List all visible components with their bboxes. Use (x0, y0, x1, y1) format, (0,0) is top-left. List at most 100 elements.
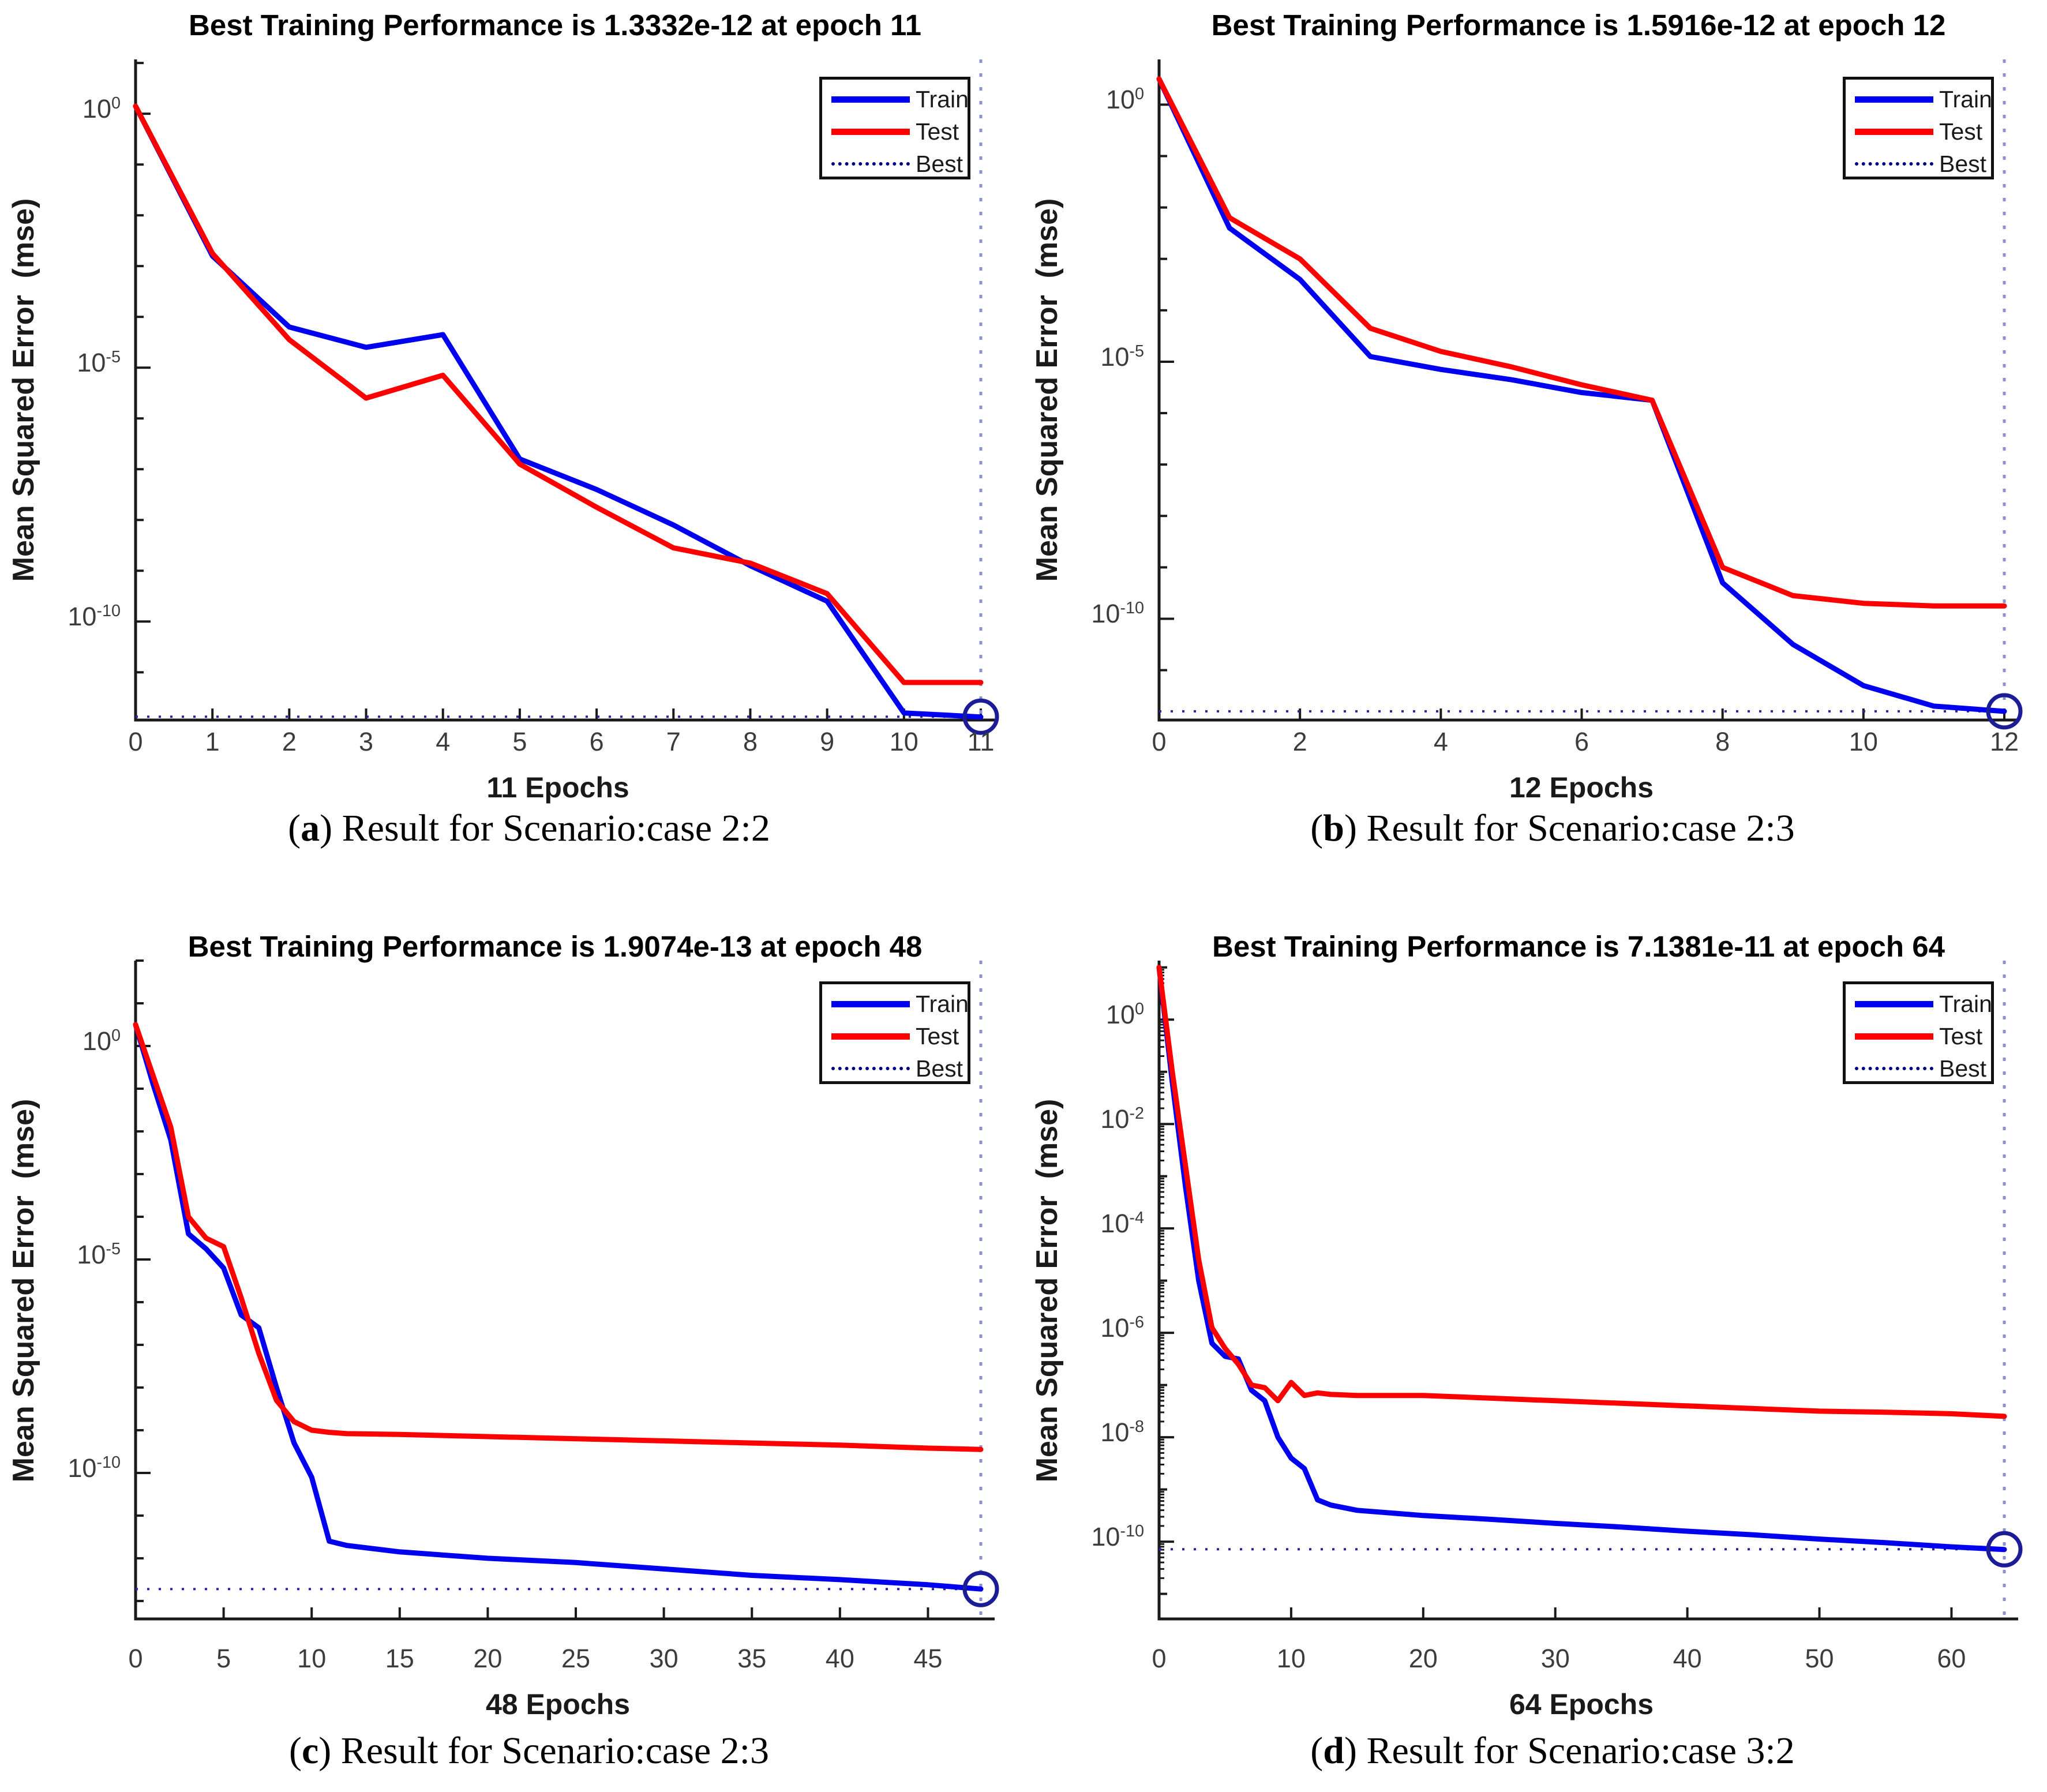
y-tick-label: 10-10 (1091, 599, 1144, 629)
legend-item-test: Test (1855, 118, 1988, 145)
x-tick-label: 3 (359, 727, 374, 756)
legend-label: Best (1939, 1055, 1987, 1082)
legend-label: Test (1939, 118, 1983, 145)
x-tick-label: 10 (1276, 1644, 1306, 1673)
test-curve (133, 103, 984, 685)
y-tick-label: 10-2 (1100, 1104, 1144, 1134)
legend-label: Best (916, 150, 963, 177)
plot-title: Best Training Performance is 1.5916e-12 … (1211, 9, 1946, 42)
legend-box: Train Test Best (1843, 77, 1994, 179)
plot-canvas (133, 959, 999, 1621)
best-point-marker-circle (1986, 1531, 2023, 1568)
legend-item-best: Best (831, 151, 964, 177)
train-line-swatch (831, 96, 910, 103)
legend-item-train: Train (831, 86, 969, 113)
legend-label: Test (916, 118, 959, 145)
train-curve (133, 1022, 984, 1592)
figure-caption: (c) Result for Scenario:case 2:3 (288, 1730, 770, 1772)
x-tick-label: 12 (1989, 727, 2019, 756)
legend-label: Train (916, 990, 969, 1017)
x-axis-label: 64 Epochs (1509, 1688, 1654, 1720)
x-tick-label: 0 (128, 727, 143, 756)
x-tick-label: 1 (205, 727, 220, 756)
best-point-marker-circle (962, 1570, 999, 1607)
x-tick-label: 45 (913, 1644, 943, 1673)
test-line-swatch (831, 128, 910, 135)
test-line-swatch (1855, 128, 1933, 135)
panel-c-training-performance: Best Training Performance is 1.9074e-13 … (0, 896, 1023, 1792)
panel-a-training-performance: Best Training Performance is 1.3332e-12 … (0, 0, 1023, 896)
x-tick-label: 40 (825, 1644, 854, 1673)
train-curve (133, 103, 984, 720)
legend-label: Best (916, 1055, 963, 1082)
test-curve (1156, 965, 2007, 1419)
test-line-swatch (1855, 1033, 1933, 1040)
legend-item-test: Test (1855, 1022, 1988, 1049)
legend-item-train: Train (831, 991, 969, 1017)
x-tick-label: 25 (561, 1644, 591, 1673)
x-tick-label: 0 (128, 1644, 143, 1673)
legend-item-best: Best (1855, 151, 1988, 177)
figure-caption: (b) Result for Scenario:case 2:3 (1310, 807, 1795, 849)
plot-canvas (133, 59, 999, 735)
x-tick-label: 2 (282, 727, 297, 756)
y-tick-label: 10-10 (68, 602, 121, 632)
legend-label: Train (1939, 85, 1992, 113)
x-tick-label: 7 (666, 727, 681, 756)
x-tick-label: 20 (1408, 1644, 1438, 1673)
test-curve (133, 1022, 984, 1452)
legend-item-test: Test (831, 118, 964, 145)
x-tick-label: 5 (216, 1644, 231, 1673)
x-tick-label: 40 (1673, 1644, 1702, 1673)
best-line-swatch (1855, 1067, 1933, 1070)
x-tick-label: 4 (436, 727, 451, 756)
plot-title: Best Training Performance is 7.1381e-11 … (1212, 930, 1945, 963)
y-tick-label: 100 (82, 94, 121, 124)
x-tick-label: 30 (1540, 1644, 1570, 1673)
y-tick-label: 100 (1105, 85, 1144, 115)
figure-caption: (a) Result for Scenario:case 2:2 (288, 807, 770, 849)
plot-canvas (1156, 961, 2023, 1621)
x-tick-label: 0 (1152, 727, 1167, 756)
legend-box: Train Test Best (1843, 981, 1994, 1084)
x-tick-label: 15 (385, 1644, 414, 1673)
train-line-swatch (1855, 1000, 1933, 1007)
legend-label: Train (1939, 990, 1992, 1017)
x-tick-label: 10 (1849, 727, 1878, 756)
y-tick-label: 10-5 (77, 1239, 121, 1269)
y-tick-label: 10-10 (68, 1453, 121, 1483)
train-line-swatch (1855, 96, 1933, 103)
legend-box: Train Test Best (819, 981, 970, 1084)
y-tick-label: 10-6 (1100, 1313, 1144, 1343)
x-axis-label: 11 Epochs (486, 771, 629, 804)
x-tick-label: 60 (1937, 1644, 1966, 1673)
x-tick-label: 30 (649, 1644, 678, 1673)
y-tick-label: 10-8 (1100, 1418, 1144, 1448)
y-tick-label: 100 (82, 1026, 121, 1056)
best-point-marker-circle (962, 698, 999, 735)
legend-label: Test (916, 1022, 959, 1049)
x-tick-label: 11 (967, 727, 995, 756)
legend-item-test: Test (831, 1022, 964, 1049)
best-line-swatch (831, 162, 910, 166)
best-line-swatch (1855, 162, 1933, 166)
panel-b-training-performance: Best Training Performance is 1.5916e-12 … (1023, 0, 2047, 896)
x-tick-label: 8 (1715, 727, 1730, 756)
x-axis-label: 12 Epochs (1509, 771, 1654, 804)
x-axis-label: 48 Epochs (485, 1688, 631, 1720)
legend-label: Train (916, 85, 969, 113)
test-line-swatch (831, 1033, 910, 1040)
x-tick-label: 8 (743, 727, 758, 756)
y-tick-label: 10-4 (1100, 1209, 1144, 1239)
plot-title: Best Training Performance is 1.9074e-13 … (188, 930, 923, 963)
x-tick-label: 4 (1433, 727, 1448, 756)
y-tick-label: 10-5 (1100, 342, 1144, 372)
x-tick-label: 6 (589, 727, 604, 756)
legend-item-best: Best (831, 1055, 964, 1082)
plot-canvas (1156, 59, 2023, 730)
figure-caption: (d) Result for Scenario:case 3:2 (1310, 1730, 1795, 1772)
x-tick-label: 50 (1805, 1644, 1834, 1673)
legend-label: Test (1939, 1022, 1983, 1049)
y-tick-label: 100 (1105, 1000, 1144, 1030)
train-curve (1156, 76, 2007, 714)
